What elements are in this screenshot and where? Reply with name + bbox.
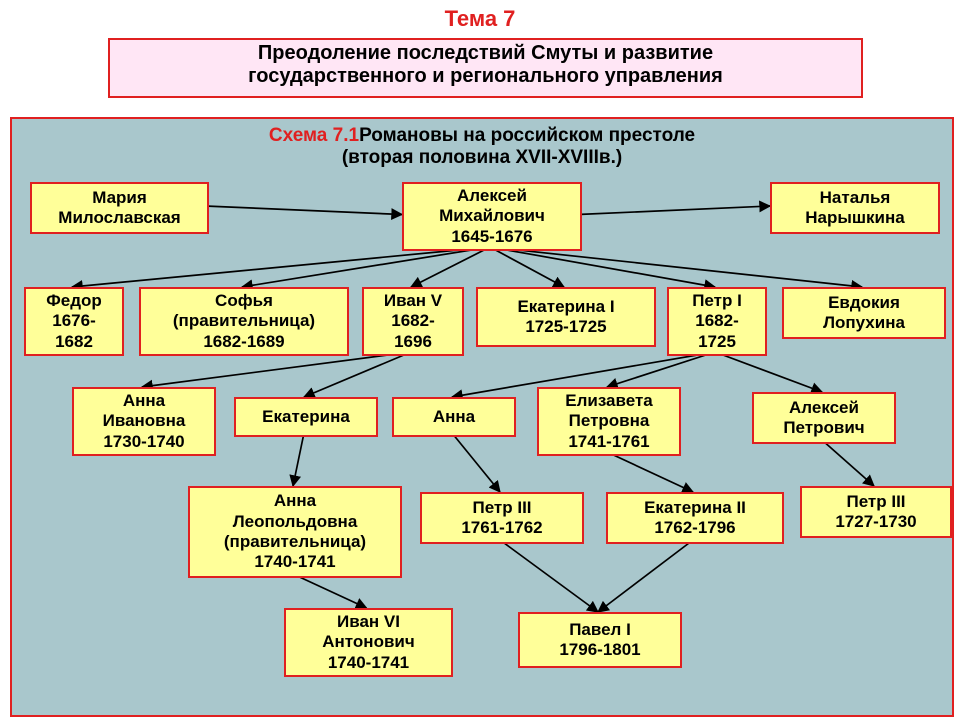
node-line: Иван V (384, 291, 442, 311)
node-line: 1741-1761 (568, 432, 649, 452)
node-petr3b: Петр III1727-1730 (800, 486, 952, 538)
node-line: Федор (46, 291, 102, 311)
node-line: Софья (215, 291, 273, 311)
node-petr3: Петр III1761-1762 (420, 492, 584, 544)
node-anna2: Анна (392, 397, 516, 437)
node-line: Павел I (569, 620, 631, 640)
schema-rest: Романовы на российском престоле (359, 125, 695, 146)
node-line: Анна (433, 407, 475, 427)
node-maria: МарияМилославская (30, 182, 209, 234)
edge-ivan5-annaI (142, 352, 411, 387)
node-line: 1762-1796 (654, 518, 735, 538)
node-line: Петр III (846, 492, 905, 512)
theme-title: Тема 7 (0, 6, 960, 32)
node-line: Лопухина (823, 313, 905, 333)
node-line: Петрович (783, 418, 864, 438)
node-line: 1696 (394, 332, 432, 352)
edge-alexei-evdokia (490, 247, 862, 287)
node-elizP: ЕлизаветаПетровна1741-1761 (537, 387, 681, 456)
node-ekatD: Екатерина (234, 397, 378, 437)
edge-alexei-fedor (72, 247, 490, 287)
node-line: Петр III (472, 498, 531, 518)
node-line: 1682- (695, 311, 738, 331)
node-line: 1740-1741 (328, 653, 409, 673)
schema-label: Схема 7.1 (269, 125, 359, 146)
node-line: 1761-1762 (461, 518, 542, 538)
edge-annaL-ivan6 (293, 574, 367, 608)
node-line: Мария (92, 188, 147, 208)
node-line: Антонович (322, 632, 414, 652)
node-petr1: Петр I1682-1725 (667, 287, 767, 356)
edge-alexei-ekat1 (490, 247, 564, 287)
edge-elizP-ekat2 (607, 452, 693, 492)
node-line: Михайлович (439, 206, 545, 226)
edge-alexP-petr3b (822, 440, 874, 486)
node-sofya: Софья(правительница)1682-1689 (139, 287, 349, 356)
node-line: Екатерина II (644, 498, 746, 518)
node-ivan5: Иван V1682-1696 (362, 287, 464, 356)
node-line: Екатерина I (517, 297, 614, 317)
node-line: Леопольдовна (233, 512, 358, 532)
node-line: Алексей (457, 186, 527, 206)
node-line: Наталья (820, 188, 891, 208)
node-line: 1645-1676 (451, 227, 532, 247)
node-line: Милославская (58, 208, 180, 228)
schema-sub: (вторая половина XVII-XVIIIв.) (342, 147, 622, 168)
edge-ekat2-pavel (598, 540, 693, 612)
node-line: Ивановна (103, 411, 186, 431)
node-line: 1725-1725 (525, 317, 606, 337)
topic-banner: Преодоление последствий Смуты и развитие… (108, 38, 863, 98)
node-fedor: Федор1676-1682 (24, 287, 124, 356)
node-line: 1682-1689 (203, 332, 284, 352)
node-line: 1725 (698, 332, 736, 352)
edge-maria-alexei (205, 206, 402, 215)
edge-alexei-natalia (578, 206, 770, 215)
node-line: Нарышкина (805, 208, 905, 228)
node-alexP: АлексейПетрович (752, 392, 896, 444)
node-line: Петровна (569, 411, 650, 431)
node-line: 1730-1740 (103, 432, 184, 452)
node-alexei: АлексейМихайлович1645-1676 (402, 182, 582, 251)
node-line: (правительница) (173, 311, 315, 331)
edge-petr1-alexP (715, 352, 822, 392)
node-line: Иван VI (337, 612, 400, 632)
banner-line1: Преодоление последствий Смуты и развитие (110, 42, 861, 65)
schema-caption: Схема 7.1Романовы на российском престоле… (12, 125, 952, 169)
node-line: Анна (123, 391, 165, 411)
edge-petr1-elizP (607, 352, 715, 387)
node-line: Алексей (789, 398, 859, 418)
node-annaI: АннаИвановна1730-1740 (72, 387, 216, 456)
node-line: (правительница) (224, 532, 366, 552)
diagram-canvas: Тема 7 Преодоление последствий Смуты и р… (0, 0, 960, 720)
edge-alexei-petr1 (490, 247, 715, 287)
node-line: Екатерина (262, 407, 350, 427)
node-line: Елизавета (565, 391, 653, 411)
node-line: 1740-1741 (254, 552, 335, 572)
node-natalia: НатальяНарышкина (770, 182, 940, 234)
edge-alexei-sofya (242, 247, 490, 287)
node-line: 1676- (52, 311, 95, 331)
banner-line2: государственного и регионального управле… (110, 65, 861, 88)
node-line: 1682 (55, 332, 93, 352)
node-evdokia: ЕвдокияЛопухина (782, 287, 946, 339)
node-ekat2: Екатерина II1762-1796 (606, 492, 784, 544)
node-ivan6: Иван VIАнтонович1740-1741 (284, 608, 453, 677)
node-line: 1682- (391, 311, 434, 331)
node-line: Петр I (692, 291, 742, 311)
edge-anna2-petr3 (452, 433, 500, 492)
node-pavel: Павел I1796-1801 (518, 612, 682, 668)
node-line: 1796-1801 (559, 640, 640, 660)
tree-panel: Схема 7.1Романовы на российском престоле… (10, 117, 954, 717)
node-line: 1727-1730 (835, 512, 916, 532)
node-annaL: АннаЛеопольдовна(правительница)1740-1741 (188, 486, 402, 578)
node-line: Евдокия (828, 293, 900, 313)
edge-petr3-pavel (500, 540, 598, 612)
edge-ivan5-ekatD (304, 352, 411, 397)
edge-ekatD-annaL (293, 433, 304, 486)
edge-alexei-ivan5 (411, 247, 490, 287)
node-ekat1: Екатерина I1725-1725 (476, 287, 656, 347)
node-line: Анна (274, 491, 316, 511)
